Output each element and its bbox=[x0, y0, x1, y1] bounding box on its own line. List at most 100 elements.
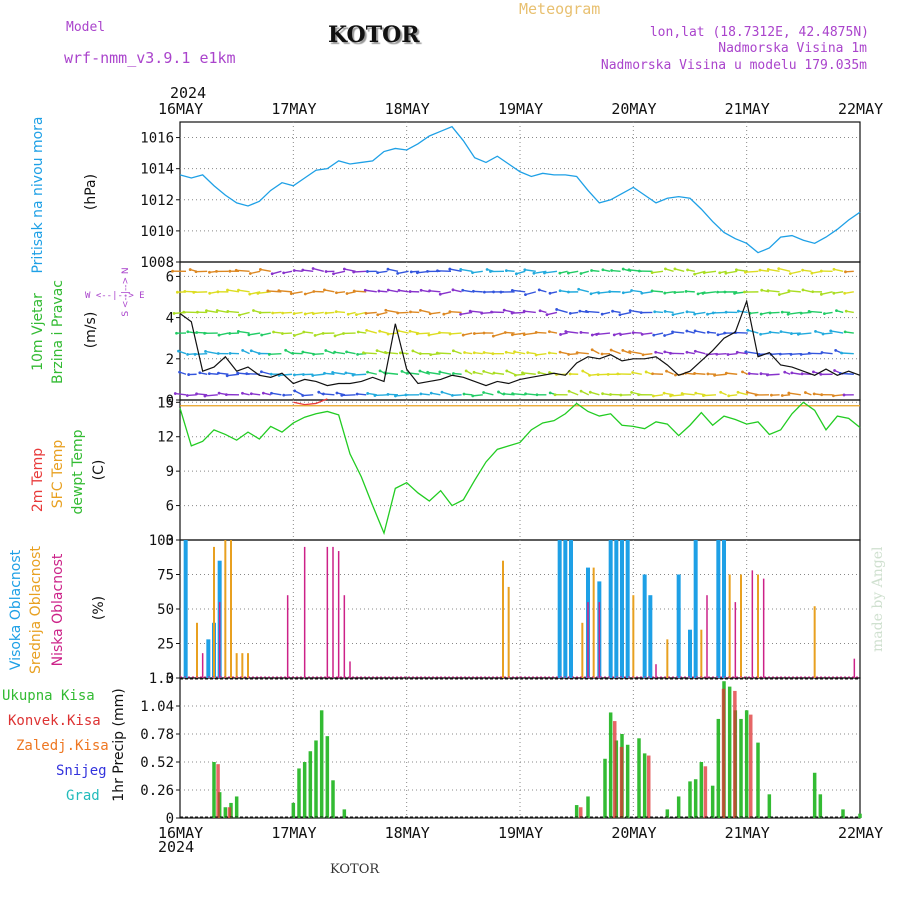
wind-arrowhead bbox=[386, 392, 390, 396]
wind-arrowhead bbox=[248, 272, 252, 275]
wind-arrowhead bbox=[185, 394, 189, 397]
wind-arrow bbox=[324, 372, 335, 375]
wind-arrowhead bbox=[724, 271, 728, 275]
wind-arrow bbox=[251, 393, 261, 396]
y-tick-label: 4 bbox=[166, 311, 174, 327]
wind-arrowhead bbox=[616, 372, 620, 376]
wind-arrowhead bbox=[653, 310, 657, 314]
wind-arrowhead bbox=[504, 269, 508, 273]
cloud-bar bbox=[666, 639, 669, 678]
wind-arrowhead bbox=[637, 393, 641, 397]
cloud-bar bbox=[853, 658, 856, 678]
wind-arrow bbox=[694, 330, 706, 334]
wind-arrowhead bbox=[788, 272, 792, 276]
date-label-bottom: 20MAY bbox=[611, 824, 656, 842]
wind-arrowhead bbox=[693, 329, 697, 333]
wind-arrowhead bbox=[281, 311, 285, 315]
wind-arrow bbox=[725, 270, 738, 274]
wind-arrowhead bbox=[545, 313, 549, 317]
wind-arrowhead bbox=[747, 372, 751, 375]
temp-label-sfc: SFC Temp bbox=[50, 440, 66, 509]
wind-arrowhead bbox=[510, 288, 514, 292]
cloud-label-mid: Srednja Oblacnost bbox=[28, 546, 44, 674]
wind-arrow bbox=[830, 330, 844, 334]
wind-arrow bbox=[788, 392, 801, 396]
wind-arrowhead bbox=[186, 330, 190, 334]
wind-arrow bbox=[610, 349, 621, 355]
wind-arrow bbox=[695, 350, 706, 355]
wind-arrow bbox=[685, 372, 695, 375]
wind-arrow bbox=[450, 332, 462, 335]
wind-arrowhead bbox=[198, 371, 202, 375]
wind-arrowhead bbox=[301, 268, 305, 272]
wind-arrowhead bbox=[334, 310, 338, 314]
wind-arrowhead bbox=[575, 351, 579, 354]
wind-arrow bbox=[419, 370, 431, 375]
wind-arrowhead bbox=[257, 352, 261, 355]
wind-arrowhead bbox=[236, 371, 240, 375]
wind-arrowhead bbox=[386, 332, 390, 336]
wind-arrow bbox=[704, 270, 717, 274]
precip-bar bbox=[227, 807, 232, 818]
wind-arrow bbox=[269, 352, 282, 356]
wind-arrow bbox=[622, 349, 632, 355]
wind-arrowhead bbox=[733, 291, 736, 295]
precip-bar bbox=[578, 807, 583, 818]
wind-arrowhead bbox=[440, 390, 444, 394]
wind-arrowhead bbox=[612, 333, 616, 337]
wind-arrow bbox=[261, 332, 271, 336]
wind-arrowhead bbox=[282, 393, 286, 397]
wind-arrowhead bbox=[261, 391, 265, 395]
wind-arrow bbox=[749, 311, 759, 315]
wind-arrow bbox=[204, 394, 218, 397]
wind-arrow bbox=[294, 332, 303, 337]
wind-arrowhead bbox=[723, 331, 727, 335]
wind-arrowhead bbox=[373, 394, 377, 397]
wind-arrow bbox=[568, 390, 579, 396]
cloud-bar bbox=[206, 639, 211, 678]
wind-arrowhead bbox=[419, 392, 423, 396]
wind-arrowhead bbox=[192, 290, 196, 294]
wind-arrow bbox=[515, 373, 526, 376]
wind-arrowhead bbox=[418, 352, 422, 356]
wind-arrowhead bbox=[386, 288, 390, 292]
wind-arrowhead bbox=[491, 352, 495, 356]
wind-arrow bbox=[670, 394, 685, 397]
wind-arrowhead bbox=[505, 369, 509, 373]
wind-arrowhead bbox=[745, 390, 749, 394]
wind-arrowhead bbox=[823, 312, 826, 316]
wind-arrow bbox=[619, 311, 632, 316]
wind-arrowhead bbox=[429, 353, 433, 357]
wind-arrowhead bbox=[293, 373, 296, 377]
wind-arrow bbox=[798, 332, 812, 335]
wind-arrowhead bbox=[333, 334, 337, 338]
precip-bar bbox=[308, 751, 313, 818]
wind-arrowhead bbox=[548, 291, 552, 295]
wind-arrow bbox=[822, 332, 833, 335]
wind-arrowhead bbox=[840, 351, 843, 355]
wind-arrowhead bbox=[427, 333, 431, 337]
wind-arrow bbox=[514, 351, 526, 355]
wind-arrow bbox=[336, 310, 346, 314]
wind-arrowhead bbox=[217, 371, 220, 375]
wind-arrowhead bbox=[567, 290, 570, 294]
wind-arrow bbox=[238, 289, 250, 293]
wind-arrowhead bbox=[282, 271, 286, 275]
cloud-bar bbox=[235, 653, 238, 678]
wind-arrowhead bbox=[812, 392, 816, 396]
wind-arrowhead bbox=[292, 312, 296, 315]
wind-arrow bbox=[460, 268, 473, 272]
cloud-bar bbox=[581, 622, 584, 678]
wind-arrowhead bbox=[799, 353, 803, 356]
wind-arrow bbox=[611, 269, 621, 272]
wind-arrow bbox=[430, 311, 441, 315]
wind-arrowhead bbox=[736, 390, 740, 394]
wind-arrow bbox=[630, 309, 642, 314]
wind-arrowhead bbox=[702, 271, 706, 275]
wind-arrowhead bbox=[760, 288, 764, 292]
wind-arrowhead bbox=[258, 311, 262, 315]
wind-arrowhead bbox=[178, 370, 181, 374]
wind-arrow bbox=[303, 331, 314, 334]
wind-arrowhead bbox=[654, 350, 658, 354]
wind-arrow bbox=[470, 310, 483, 314]
